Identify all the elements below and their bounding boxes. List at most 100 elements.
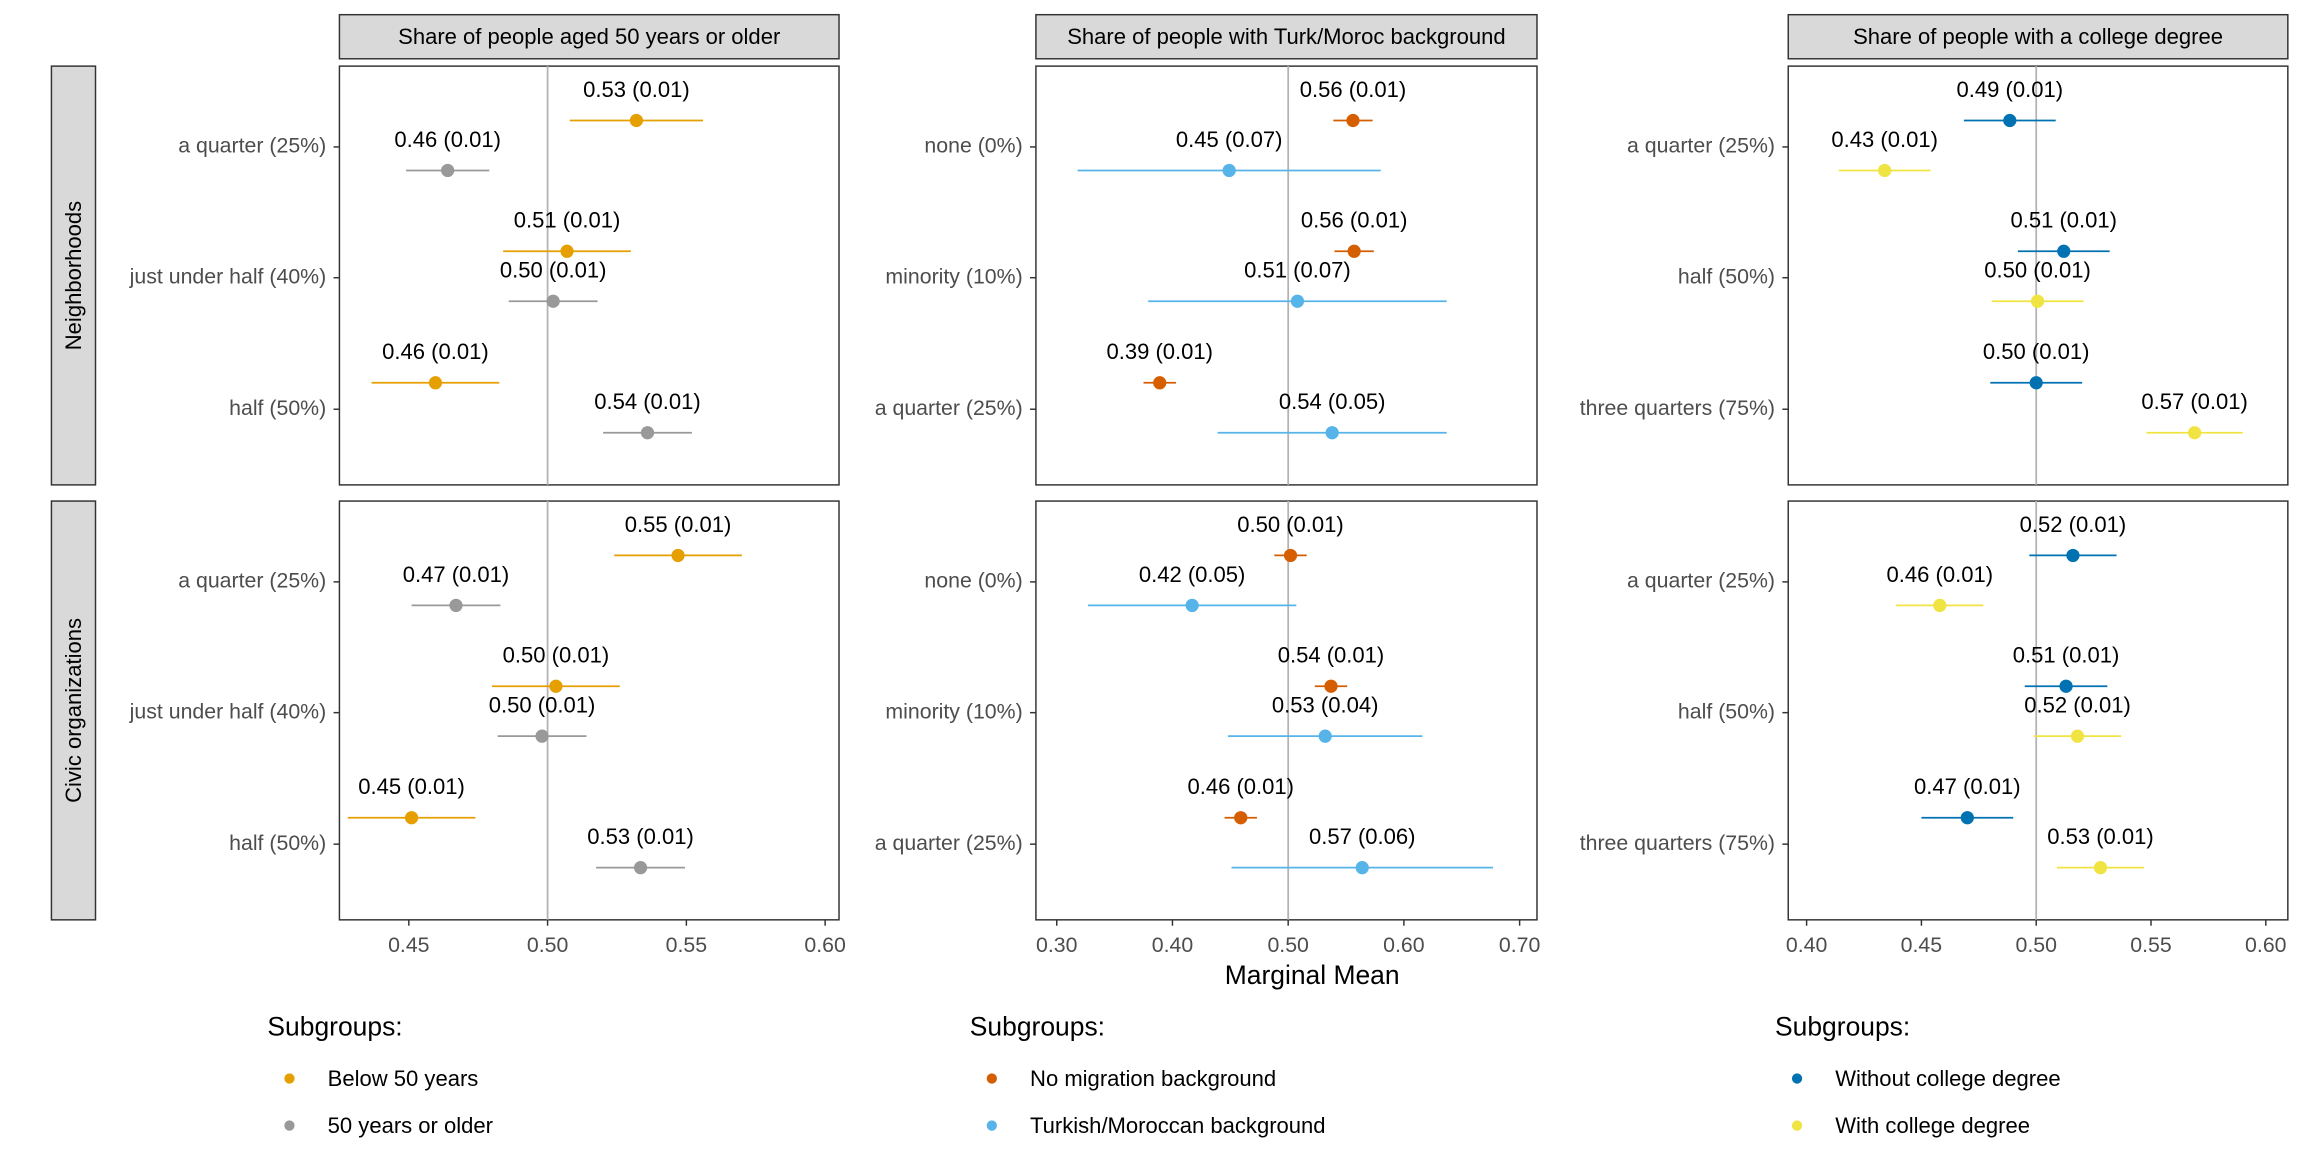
value-label: 0.43 (0.01)	[1831, 127, 1938, 152]
point	[2093, 861, 2108, 875]
panel	[1035, 500, 1538, 921]
y-tick-label: a quarter (25%)	[875, 831, 1023, 855]
legend-title: Subgroups:	[267, 1012, 402, 1042]
value-label: 0.56 (0.01)	[1301, 208, 1408, 233]
y-tick-label: three quarters (75%)	[1580, 396, 1775, 420]
legend-label: 50 years or older	[328, 1113, 493, 1138]
y-tick-label: none (0%)	[924, 569, 1022, 593]
y-tick-label: just under half (40%)	[129, 699, 327, 723]
y-tick-label: minority (10%)	[885, 699, 1022, 723]
column-strip-label: Share of people with Turk/Moroc backgrou…	[1067, 24, 1505, 49]
legend-title: Subgroups:	[970, 1012, 1105, 1042]
point	[640, 426, 655, 440]
column-strip	[1787, 13, 2289, 60]
legend-label: Below 50 years	[328, 1066, 479, 1091]
value-label: 0.46 (0.01)	[394, 127, 501, 152]
value-label: 0.51 (0.01)	[2013, 643, 2120, 668]
y-tick-label: half (50%)	[1678, 699, 1775, 723]
y-tick-label: three quarters (75%)	[1580, 831, 1775, 855]
value-label: 0.45 (0.07)	[1176, 127, 1283, 152]
point	[1318, 729, 1332, 743]
value-label: 0.45 (0.01)	[358, 774, 465, 799]
value-label: 0.49 (0.01)	[1957, 77, 2064, 102]
point	[671, 548, 685, 563]
point	[2066, 548, 2080, 563]
legend-swatch	[284, 1120, 295, 1131]
y-tick-label: a quarter (25%)	[178, 569, 326, 593]
point	[1290, 294, 1305, 308]
x-tick-label: 0.60	[2245, 933, 2287, 957]
column-strip-label: Share of people aged 50 years or older	[398, 24, 780, 49]
y-tick-label: a quarter (25%)	[1627, 134, 1775, 158]
point	[1355, 861, 1369, 875]
x-tick-label: 0.40	[1786, 933, 1828, 957]
x-tick-label: 0.50	[2015, 933, 2057, 957]
x-tick-label: 0.45	[1901, 933, 1942, 957]
row-strip	[50, 500, 97, 921]
panel	[1787, 500, 2289, 921]
point	[1153, 376, 1167, 390]
value-label: 0.47 (0.01)	[403, 562, 510, 587]
value-label: 0.42 (0.05)	[1139, 562, 1246, 587]
y-tick-label: a quarter (25%)	[178, 134, 326, 158]
x-tick-label: 0.40	[1152, 933, 1194, 957]
value-label: 0.53 (0.01)	[583, 77, 690, 102]
value-label: 0.46 (0.01)	[1886, 562, 1993, 587]
point	[2070, 729, 2085, 743]
value-label: 0.52 (0.01)	[2020, 512, 2127, 537]
legend-label: Turkish/Moroccan background	[1030, 1113, 1326, 1138]
value-label: 0.51 (0.01)	[2010, 208, 2117, 233]
value-label: 0.54 (0.01)	[1278, 643, 1385, 668]
point	[2029, 376, 2043, 390]
point	[2057, 244, 2071, 258]
point	[441, 163, 455, 178]
x-tick-label: 0.55	[2130, 933, 2171, 957]
value-label: 0.55 (0.01)	[625, 512, 732, 537]
panel	[1035, 65, 1538, 486]
column-strip	[338, 13, 840, 60]
row-strip-label: Neighborhoods	[61, 201, 86, 350]
point	[2059, 679, 2073, 693]
legend-label: No migration background	[1030, 1066, 1276, 1091]
value-label: 0.46 (0.01)	[382, 339, 489, 364]
y-tick-label: a quarter (25%)	[875, 396, 1023, 420]
legend-swatch	[1791, 1120, 1803, 1131]
point	[1283, 548, 1298, 563]
value-label: 0.52 (0.01)	[2024, 693, 2131, 718]
point	[404, 811, 419, 825]
value-label: 0.50 (0.01)	[1237, 512, 1344, 537]
x-tick-label: 0.60	[1383, 933, 1425, 957]
x-tick-label: 0.45	[388, 933, 429, 957]
value-label: 0.54 (0.05)	[1279, 389, 1386, 414]
value-label: 0.54 (0.01)	[594, 389, 701, 414]
x-tick-label: 0.70	[1499, 933, 1541, 957]
legend-swatch	[986, 1073, 997, 1084]
point	[1878, 163, 1892, 178]
point	[546, 294, 560, 308]
y-tick-label: a quarter (25%)	[1627, 569, 1775, 593]
y-tick-label: half (50%)	[229, 831, 326, 855]
point	[1185, 598, 1199, 612]
value-label: 0.57 (0.06)	[1309, 824, 1416, 849]
value-label: 0.39 (0.01)	[1106, 339, 1213, 364]
point	[428, 376, 443, 390]
point	[2188, 426, 2202, 440]
panel	[1787, 65, 2289, 486]
point	[549, 679, 563, 693]
x-tick-label: 0.30	[1036, 933, 1078, 957]
value-label: 0.50 (0.01)	[1984, 258, 2091, 283]
y-tick-label: minority (10%)	[885, 264, 1022, 288]
value-label: 0.50 (0.01)	[489, 693, 596, 718]
y-tick-label: none (0%)	[924, 134, 1022, 158]
panel	[338, 65, 840, 486]
point	[1960, 811, 1974, 825]
point	[633, 861, 648, 875]
row-strip	[50, 65, 97, 486]
x-tick-label: 0.55	[666, 933, 707, 957]
point	[1347, 244, 1361, 258]
value-label: 0.51 (0.07)	[1244, 258, 1351, 283]
point	[2003, 113, 2017, 128]
x-tick-label: 0.50	[527, 933, 569, 957]
